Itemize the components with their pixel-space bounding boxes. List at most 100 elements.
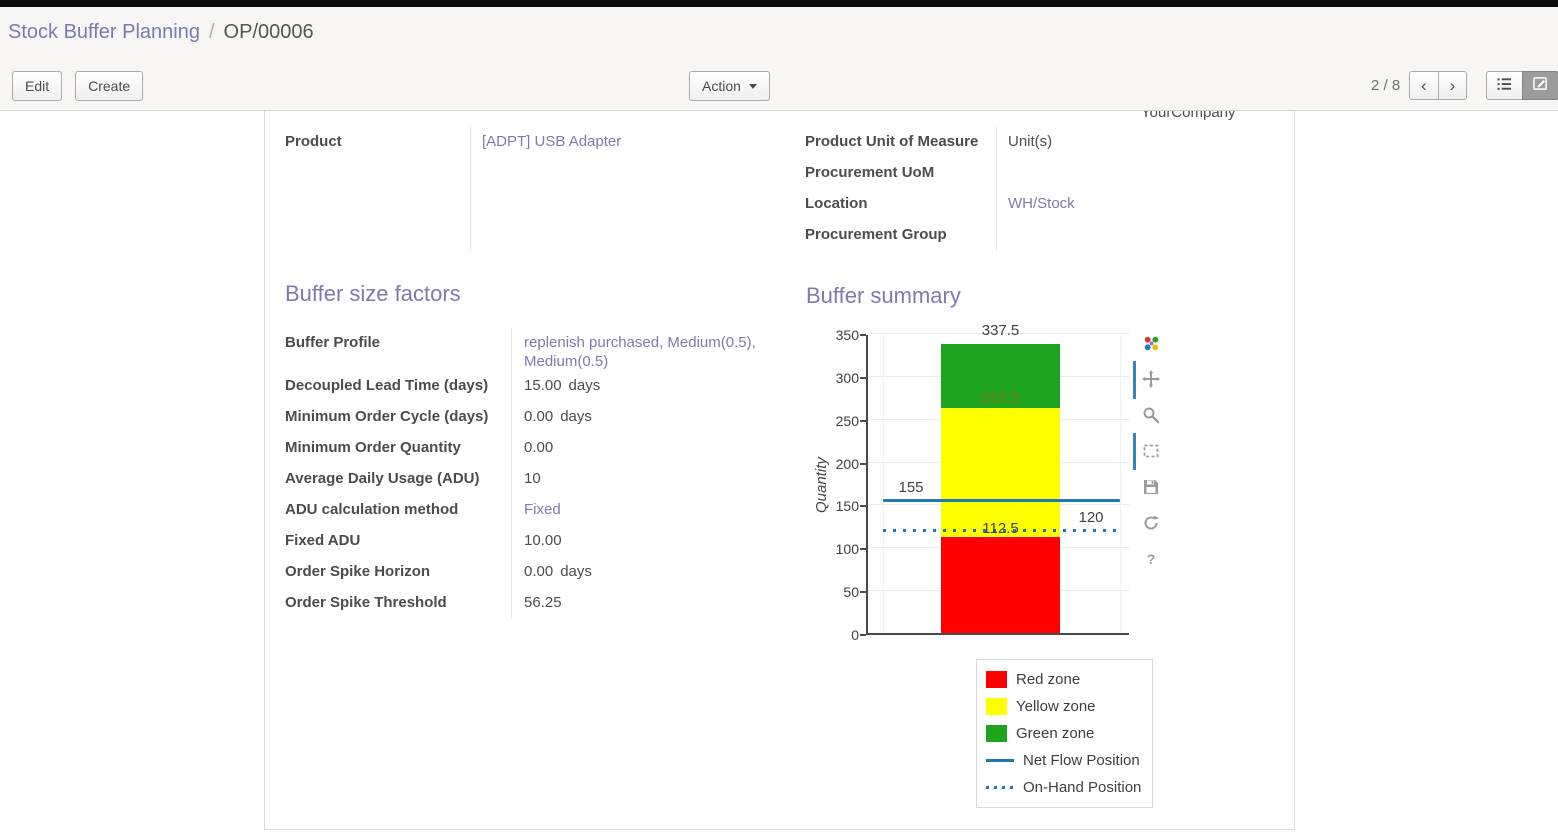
form-icon xyxy=(1533,76,1548,95)
field-row-fixed-adu: Fixed ADU 10.00 xyxy=(285,526,773,557)
save-icon[interactable] xyxy=(1141,477,1161,497)
chart-value-label: 337.5 xyxy=(981,321,1020,339)
legend-label: Yellow zone xyxy=(1016,698,1096,715)
buffer-size-factors-group: Buffer Profile replenish purchased, Mediu… xyxy=(285,328,773,619)
field-label: Average Daily Usage (ADU) xyxy=(285,470,480,487)
reset-axes-icon[interactable] xyxy=(1141,513,1161,533)
field-value-cell xyxy=(470,189,755,220)
y-axis-tick-label: 300 xyxy=(835,369,859,386)
field-row-minimum-order-quantity: Minimum Order Quantity 0.00 xyxy=(285,433,773,464)
caret-down-icon xyxy=(748,83,757,89)
y-axis-tick-label: 250 xyxy=(835,412,859,429)
legend-item-net-flow-position[interactable]: Net Flow Position xyxy=(986,747,1152,774)
form-buttons: Edit Create xyxy=(12,71,144,101)
zoom-icon[interactable] xyxy=(1141,405,1161,425)
legend-label: On-Hand Position xyxy=(1023,779,1142,796)
y-axis-tick-mark xyxy=(860,419,866,422)
field-row-empty xyxy=(285,189,755,220)
field-label: Order Spike Threshold xyxy=(285,594,447,611)
field-value-cell: 0.00 days xyxy=(511,402,773,433)
pager-next-button[interactable]: › xyxy=(1437,71,1468,100)
buffer-summary-chart: Quantity 337.5 262.5 155 112.5 120 ? Red zon… xyxy=(811,322,1173,819)
chevron-left-icon: ‹ xyxy=(1421,76,1427,95)
list-icon xyxy=(1497,77,1512,95)
chart-plot-area: 337.5 262.5 155 112.5 120 xyxy=(866,322,1129,635)
field-row-order-spike-horizon: Order Spike Horizon 0.00 days xyxy=(285,557,773,588)
field-value: 10 xyxy=(524,470,541,487)
legend-swatch-yellow-zone xyxy=(986,698,1007,715)
field-label: Procurement UoM xyxy=(805,164,935,181)
field-row-product: Product [ADPT] USB Adapter xyxy=(285,127,755,158)
plotly-logo-icon[interactable] xyxy=(1141,333,1161,353)
legend-item-green-zone[interactable]: Green zone xyxy=(986,720,1152,747)
chart-gridline-vertical xyxy=(883,335,884,633)
y-axis-tick-mark xyxy=(860,376,866,379)
red-zone-bar xyxy=(941,536,1060,633)
chart-legend: Red zone Yellow zone Green zone Net Flow Po… xyxy=(976,659,1153,808)
field-label: Location xyxy=(805,195,868,212)
field-value-cell: 15.00 days xyxy=(511,371,773,402)
field-value-cell: 10 xyxy=(511,464,773,495)
chart-value-label: 112.5 xyxy=(982,519,1019,537)
help-icon[interactable]: ? xyxy=(1141,549,1161,569)
chart-value-label: 120 xyxy=(1078,509,1104,527)
field-row-adu-calculation-method: ADU calculation method Fixed xyxy=(285,495,773,526)
field-label: Order Spike Horizon xyxy=(285,563,431,580)
y-axis-tick-label: 350 xyxy=(835,327,859,343)
field-value-cell xyxy=(996,158,1275,189)
pan-icon[interactable] xyxy=(1141,369,1161,389)
field-value-cell xyxy=(470,158,755,189)
legend-label: Green zone xyxy=(1016,725,1095,742)
chart-modebar: ? xyxy=(1141,333,1161,569)
field-value-link[interactable]: replenish purchased, Medium(0.5), Medium… xyxy=(524,334,756,370)
control-panel: Stock Buffer Planning / OP/00006 Edit Crea… xyxy=(0,7,1558,111)
field-label: Product Unit of Measure xyxy=(805,133,979,150)
chart-value-label: 262.5 xyxy=(981,389,1020,406)
breadcrumb-separator: / xyxy=(208,21,215,43)
box-select-icon[interactable] xyxy=(1141,441,1161,461)
y-axis-tick-mark xyxy=(860,548,866,551)
section-title-buffer-size-factors: Buffer size factors xyxy=(285,281,461,306)
action-button[interactable]: Action xyxy=(689,71,770,101)
field-row-average-daily-usage-adu: Average Daily Usage (ADU) 10 xyxy=(285,464,773,495)
field-value: 56.25 xyxy=(524,594,562,611)
field-value-link[interactable]: [ADPT] USB Adapter xyxy=(482,133,622,150)
form-sheet: YourCompany Product [ADPT] USB Adapter Pr… xyxy=(264,111,1295,830)
field-value-link[interactable]: Fixed xyxy=(524,501,561,518)
y-axis-tick-mark xyxy=(860,505,866,508)
legend-item-on-hand-position[interactable]: On-Hand Position xyxy=(986,774,1152,801)
modebar-active-indicator xyxy=(1133,361,1136,399)
field-value-cell: Fixed xyxy=(511,495,773,526)
legend-item-yellow-zone[interactable]: Yellow zone xyxy=(986,693,1152,720)
field-value-link[interactable]: WH/Stock xyxy=(1008,195,1075,212)
field-value: Unit(s) xyxy=(1008,133,1053,150)
view-switch-form-button[interactable] xyxy=(1522,71,1558,100)
field-label xyxy=(285,158,470,189)
field-label xyxy=(285,189,470,220)
field-row-product-unit-of-measure: Product Unit of Measure Unit(s) xyxy=(805,127,1275,158)
breadcrumb: Stock Buffer Planning / OP/00006 xyxy=(8,21,314,44)
field-row-location: Location WH/Stock xyxy=(805,189,1275,220)
field-row-procurement-group: Procurement Group xyxy=(805,220,1275,251)
field-value: 0.00 xyxy=(524,439,554,456)
legend-item-red-zone[interactable]: Red zone xyxy=(986,666,1152,693)
y-axis-tick-mark xyxy=(860,334,866,336)
create-button[interactable]: Create xyxy=(75,71,144,101)
chart-gridline-vertical xyxy=(1120,335,1121,633)
legend-swatch-green-zone xyxy=(986,725,1007,742)
field-label xyxy=(285,220,470,251)
pager-previous-button[interactable]: ‹ xyxy=(1409,71,1439,100)
pager-nav-group: ‹ › xyxy=(1409,71,1468,100)
breadcrumb-section-link[interactable]: Stock Buffer Planning xyxy=(8,21,200,43)
yellow-zone-bar xyxy=(941,408,1060,537)
view-switcher xyxy=(1486,71,1558,100)
edit-button[interactable]: Edit xyxy=(12,71,63,101)
svg-text:?: ? xyxy=(1147,551,1156,567)
green-zone-bar xyxy=(941,343,1060,408)
field-row-decoupled-lead-time-days: Decoupled Lead Time (days) 15.00 days xyxy=(285,371,773,402)
net-flow-position-line xyxy=(883,498,1120,502)
view-switch-list-button[interactable] xyxy=(1486,71,1523,100)
company-value-clipped: YourCompany xyxy=(1141,111,1236,121)
field-group-right: Product Unit of Measure Unit(s) Procuremen… xyxy=(805,127,1275,251)
field-row-empty xyxy=(285,220,755,251)
